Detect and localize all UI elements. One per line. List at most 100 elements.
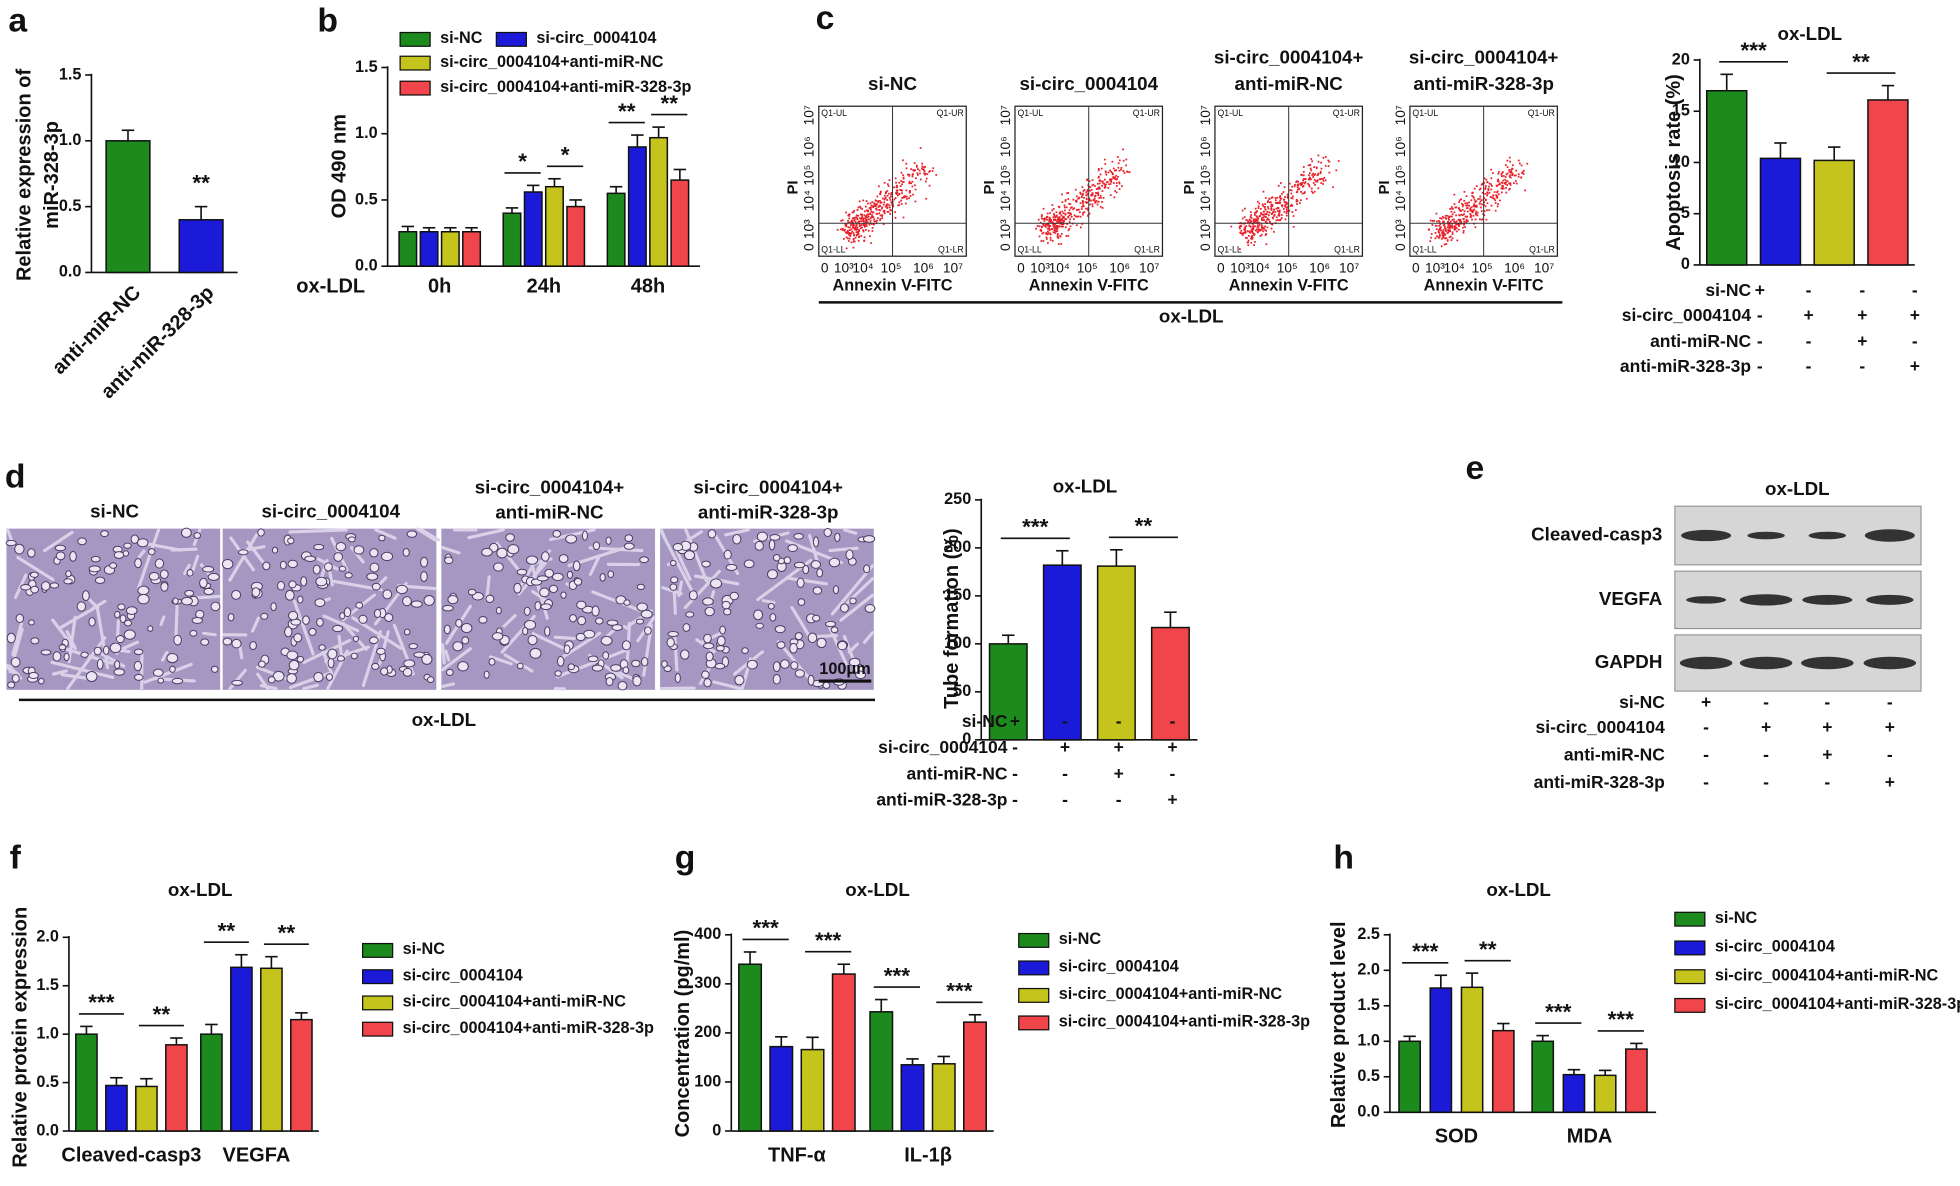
x-tick-label: 0h [428,276,451,298]
cell-event [1035,227,1037,230]
cell-event [845,236,848,239]
cell-event [1439,228,1441,231]
cell [822,681,831,689]
cell [380,667,389,676]
cell-event [877,217,879,219]
y-tick-label: 10⁵ [998,165,1013,186]
cell [779,659,790,669]
cell-event [1484,186,1487,189]
condition-sign: + [1167,790,1177,810]
cell-event [1309,176,1311,179]
tube-branch [161,650,169,662]
y-tick-label: 10⁴ [1393,190,1408,211]
bar [1460,986,1484,1114]
cell-event [1285,207,1288,209]
bar [135,1085,158,1132]
cell-event [1056,235,1059,238]
cell [576,600,587,610]
condition-sign: - [1757,331,1763,351]
cell-event [1475,205,1478,208]
tube-branch [441,682,456,689]
x-tick-label: MDA [1567,1126,1613,1148]
cell-event [881,217,884,220]
cell-event [1313,190,1316,193]
cell-event [1048,219,1051,222]
cell-event [1445,243,1448,245]
x-tick-label: 0 [1017,260,1025,275]
cell-event [921,162,924,165]
cell [93,646,102,656]
cell [496,547,508,559]
cell-event [1466,202,1469,204]
cell-event [862,230,865,233]
cell-event [1058,216,1061,218]
cell-event [1082,213,1084,216]
legend-label: si-NC [403,940,446,958]
tube-branch [555,648,628,679]
cell-event [1475,204,1478,207]
cell-event [1241,217,1244,220]
cell-event [1079,193,1082,195]
x-tick-label: 10⁷ [1339,260,1359,275]
cell-event [879,218,882,220]
cell-event [1041,232,1044,235]
cell-event [900,179,903,182]
cell-event [1275,207,1278,210]
cell [315,576,328,587]
cell-event [857,232,859,235]
plot-title: si-circ_0004104 [1019,73,1158,94]
cell-event [1080,208,1083,210]
cell-event [1474,213,1477,216]
cell [703,633,712,644]
cell-event [1254,207,1257,210]
cell-event [887,185,890,188]
cell-event [1490,188,1493,191]
cell-event [1257,205,1260,208]
cell [467,588,477,596]
cell-event [1103,182,1105,185]
cell-event [1455,227,1458,230]
cell-event [865,224,868,226]
cell-event [865,220,868,223]
cell-event [1059,221,1061,223]
cell [544,568,554,578]
cell-event [1278,212,1281,215]
cell-event [1262,230,1264,233]
bar [1593,1074,1617,1114]
cell [37,677,45,685]
cell-event [1313,174,1316,176]
error-bar [444,226,457,232]
cell-event [1462,230,1465,232]
cell-event [867,213,870,216]
cell-event [1265,233,1268,235]
chart-title: ox-LDL [1778,23,1843,44]
condition-sign: - [1062,790,1068,810]
cell-event [1505,186,1507,189]
cell-event [1266,217,1269,220]
cell-event [1111,172,1114,174]
cell-event [1429,240,1432,243]
cell-event [1243,226,1246,229]
bar [1398,1040,1421,1114]
cell-event [1250,230,1253,233]
cell [560,591,567,599]
cell-event [925,177,928,180]
y-tick-label: 10⁷ [1198,105,1213,125]
condition-sign: - [1170,763,1176,783]
cell-event [1088,198,1091,200]
cell-event [894,211,896,214]
cell [302,615,310,625]
cell-event [1113,176,1116,179]
cell-event [916,172,919,175]
cell-event [925,197,928,200]
cell-event [1322,178,1325,180]
cell [837,640,848,651]
cell-event [1483,210,1486,213]
cell [525,555,539,565]
cell-event [1093,197,1096,200]
cell-event [879,205,882,207]
plot-title: si-circ_0004104+ [1409,47,1559,68]
cell-event [1059,234,1062,237]
cell [558,554,569,564]
cell-event [860,220,863,222]
